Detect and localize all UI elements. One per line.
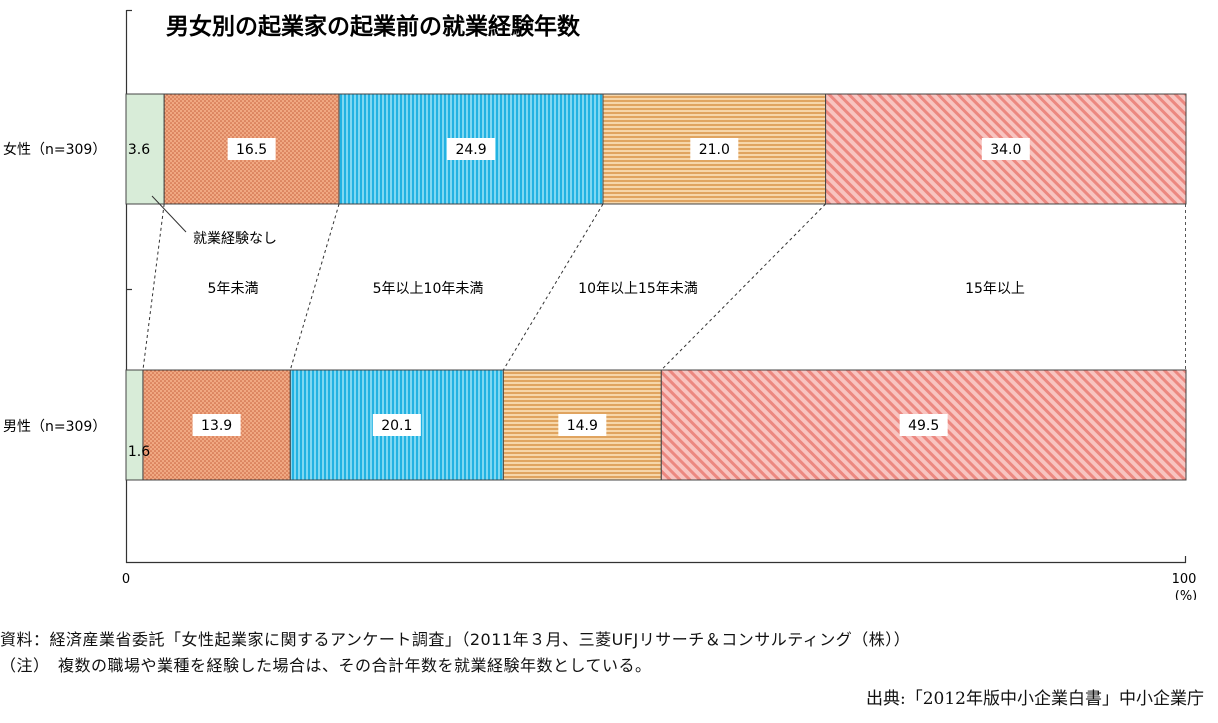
value-labels-male: 1.6 13.9 20.1 14.9 49.5 (128, 414, 948, 460)
segment-connectors (142, 203, 826, 371)
source-note: 資料：経済産業省委託「女性起業家に関するアンケート調査」（2011年３月、三菱U… (0, 630, 911, 649)
value-label-box (981, 138, 1030, 160)
value-label-box (558, 414, 607, 436)
category-label-male: 男性（n=309） (3, 419, 106, 435)
value-label: 14.9 (567, 418, 598, 434)
value-label-box (227, 138, 276, 160)
value-label-box (447, 138, 496, 160)
value-label: 3.6 (128, 142, 150, 158)
value-label-box (372, 414, 421, 436)
value-label: 34.0 (990, 142, 1021, 158)
series-label-5-to-10: 5年以上10年未満 (373, 281, 484, 297)
value-label: 16.5 (236, 142, 267, 158)
value-label-box (690, 138, 739, 160)
series-label-15-plus: 15年以上 (965, 281, 1025, 297)
value-label-box (192, 414, 241, 436)
series-label-10-to-15: 10年以上15年未満 (578, 281, 698, 297)
value-labels-female: 3.6 16.5 24.9 21.0 34.0 (128, 138, 1030, 160)
chart-title: 男女別の起業家の起業前の就業経験年数 (166, 13, 581, 40)
bar-segment (125, 93, 165, 205)
x-axis-unit: (%) (1175, 589, 1198, 600)
connector-line (660, 203, 826, 371)
value-label: 13.9 (201, 418, 232, 434)
x-tick-0: 0 (122, 572, 130, 587)
no-experience-leader-line (151, 195, 187, 233)
value-label-box (899, 414, 948, 436)
connector-line (289, 203, 340, 371)
value-label: 24.9 (455, 142, 486, 158)
value-label: 21.0 (699, 142, 730, 158)
series-label-no-experience: 就業経験なし (193, 231, 277, 247)
value-label: 49.5 (908, 418, 939, 434)
bar-row-male (125, 369, 1187, 481)
category-label-female: 女性（n=309） (3, 141, 106, 158)
connector-line (142, 203, 165, 371)
stacked-bar-chart: 男女別の起業家の起業前の就業経験年数 女性（n=309） 男性（n=309） 3… (3, 9, 1198, 600)
footnote: （注） 複数の職場や業種を経験した場合は、その合計年数を就業経験年数としている。 (0, 656, 652, 675)
citation: 出典:「2012年版中小企業白書」中小企業庁 (866, 689, 1204, 709)
series-label-under-5: 5年未満 (208, 281, 259, 297)
x-tick-100: 100 (1172, 572, 1197, 587)
value-label: 1.6 (128, 444, 150, 460)
value-label: 20.1 (381, 418, 412, 434)
connector-line (502, 203, 604, 371)
bar-segment (125, 369, 144, 481)
